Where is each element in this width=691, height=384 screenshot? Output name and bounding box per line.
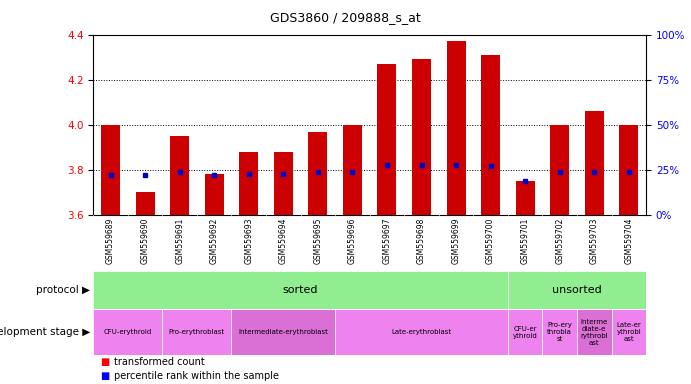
Text: GSM559700: GSM559700 — [486, 218, 495, 264]
Text: GSM559692: GSM559692 — [209, 218, 219, 264]
Text: sorted: sorted — [283, 285, 319, 295]
Bar — [446, 41, 466, 215]
Text: Intermediate-erythroblast: Intermediate-erythroblast — [238, 329, 328, 335]
Text: ■: ■ — [100, 371, 109, 381]
Bar — [239, 152, 258, 215]
Text: GSM559697: GSM559697 — [382, 218, 392, 264]
Text: protocol ▶: protocol ▶ — [36, 285, 90, 295]
Text: GSM559704: GSM559704 — [624, 218, 634, 264]
Bar — [577, 309, 612, 355]
Bar — [508, 271, 646, 309]
Bar — [335, 309, 508, 355]
Bar — [550, 125, 569, 215]
Text: GSM559689: GSM559689 — [106, 218, 115, 264]
Bar — [542, 309, 577, 355]
Bar — [619, 125, 638, 215]
Text: GSM559693: GSM559693 — [244, 218, 254, 264]
Bar — [508, 309, 542, 355]
Bar — [308, 132, 328, 215]
Bar — [612, 309, 646, 355]
Text: Late-erythroblast: Late-erythroblast — [391, 329, 452, 335]
Text: CFU-er
ythroid: CFU-er ythroid — [513, 326, 538, 339]
Text: CFU-erythroid: CFU-erythroid — [104, 329, 152, 335]
Text: GSM559698: GSM559698 — [417, 218, 426, 264]
Text: transformed count: transformed count — [114, 357, 205, 367]
Text: GSM559703: GSM559703 — [589, 218, 599, 264]
Text: Late-er
ythrobl
ast: Late-er ythrobl ast — [616, 322, 641, 342]
Bar — [585, 111, 604, 215]
Text: ■: ■ — [100, 357, 109, 367]
Text: GSM559694: GSM559694 — [278, 218, 288, 264]
Text: development stage ▶: development stage ▶ — [0, 327, 90, 337]
Bar — [515, 181, 535, 215]
Text: GSM559701: GSM559701 — [520, 218, 530, 264]
Bar — [231, 309, 335, 355]
Text: Pro-ery
throbla
st: Pro-ery throbla st — [547, 322, 572, 342]
Bar — [481, 55, 500, 215]
Bar — [93, 309, 162, 355]
Bar — [412, 60, 431, 215]
Text: GSM559690: GSM559690 — [140, 218, 150, 264]
Text: GSM559696: GSM559696 — [348, 218, 357, 264]
Bar — [101, 125, 120, 215]
Text: GSM559695: GSM559695 — [313, 218, 323, 264]
Bar — [377, 64, 397, 215]
Bar — [274, 152, 293, 215]
Bar — [343, 125, 362, 215]
Text: Interme
diate-e
rythrobl
ast: Interme diate-e rythrobl ast — [580, 319, 608, 346]
Text: unsorted: unsorted — [552, 285, 602, 295]
Text: GSM559702: GSM559702 — [555, 218, 565, 264]
Text: GSM559691: GSM559691 — [175, 218, 184, 264]
Text: Pro-erythroblast: Pro-erythroblast — [169, 329, 225, 335]
Bar — [170, 136, 189, 215]
Text: GDS3860 / 209888_s_at: GDS3860 / 209888_s_at — [270, 12, 421, 25]
Bar — [205, 174, 224, 215]
Bar — [162, 309, 231, 355]
Text: percentile rank within the sample: percentile rank within the sample — [114, 371, 279, 381]
Bar — [135, 192, 155, 215]
Text: GSM559699: GSM559699 — [451, 218, 461, 264]
Bar — [93, 271, 508, 309]
